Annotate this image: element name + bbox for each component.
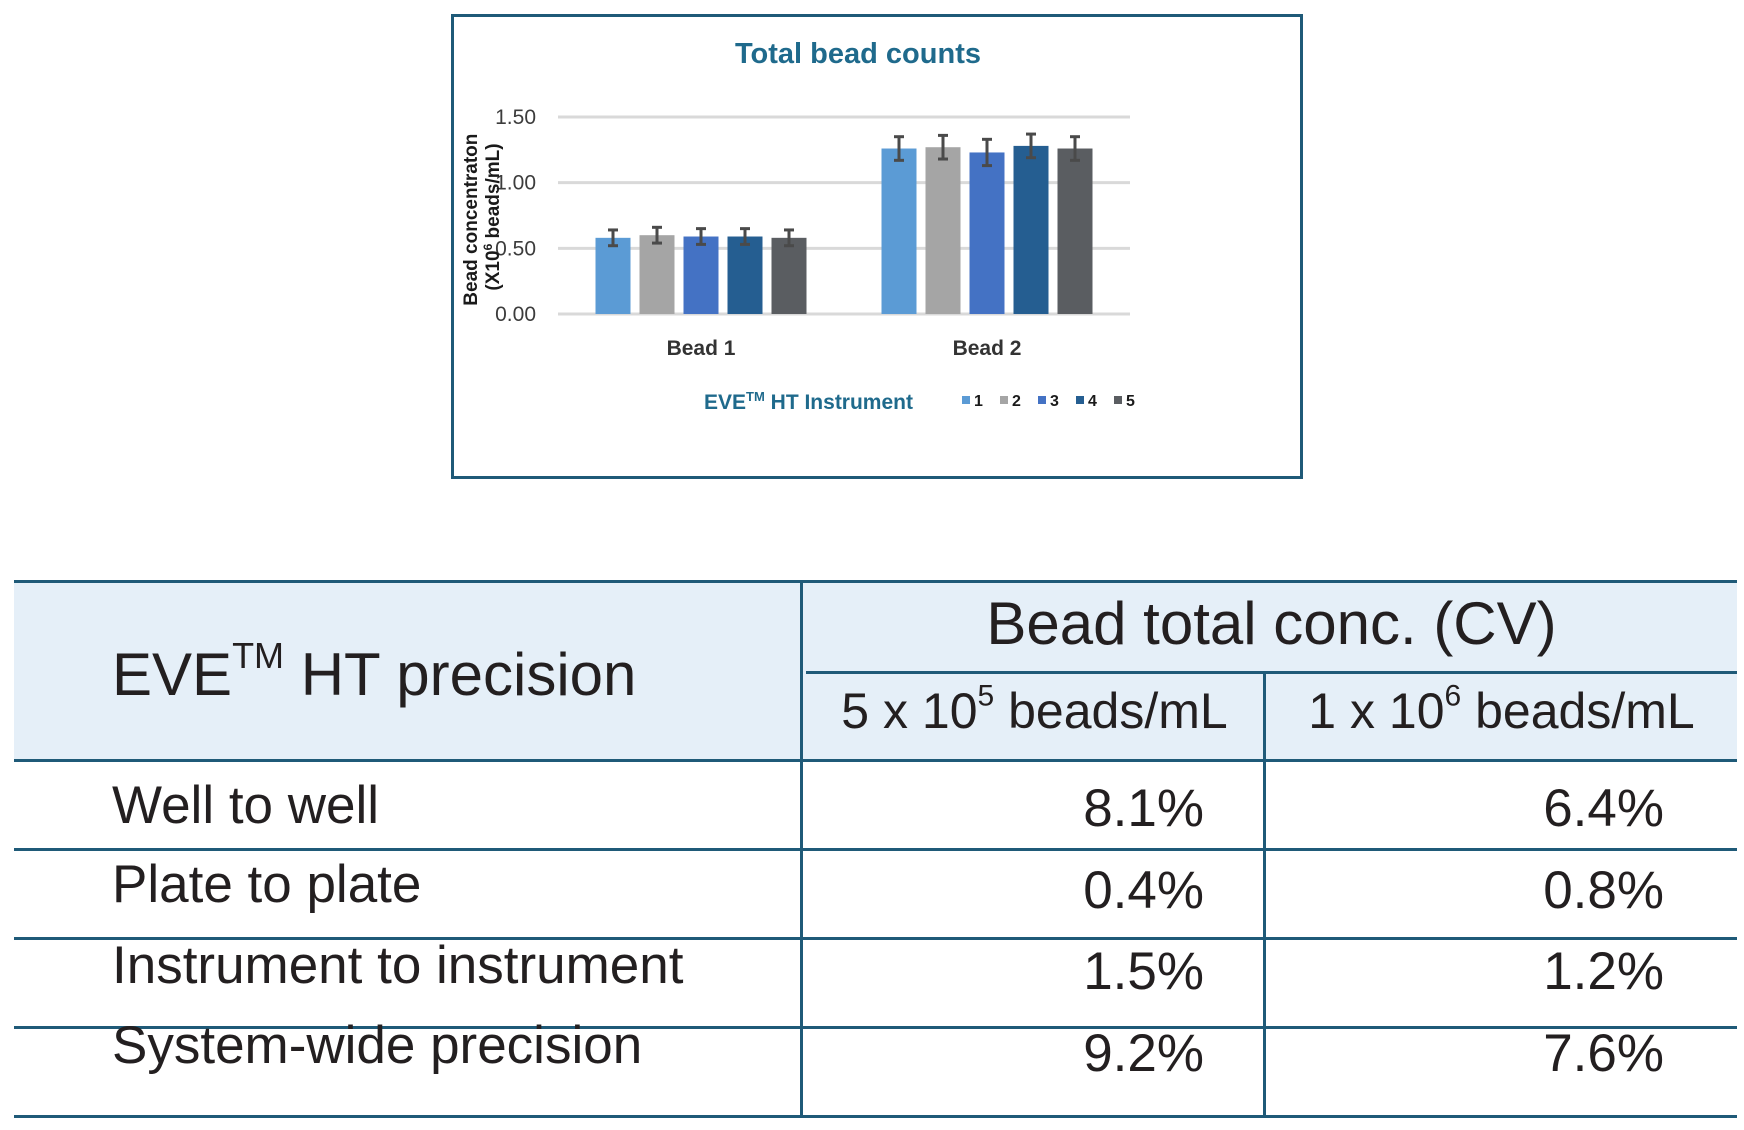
error-bar [982,137,992,168]
error-bar [784,228,794,248]
bar [683,236,719,314]
chart-frame: Total bead counts 0.00 0.50 1.00 1.50 Bead … [451,14,1303,479]
error-bar [894,135,904,162]
bar [925,147,961,314]
legend-swatch [1076,396,1084,404]
y-axis-label-line2: (X106 beads/mL) [481,143,504,290]
bar [1057,148,1093,314]
legend-entry-label: 3 [1050,393,1059,410]
group-header-rule [806,671,1737,674]
y-tick-label: 0.50 [495,237,536,260]
row-label-instrument-to-instrument: Instrument to instrument [112,936,684,995]
error-bar [1070,135,1080,162]
legend-swatch [962,396,970,404]
row-label-plate-to-plate: Plate to plate [112,855,422,914]
row-label-system-wide-precision: System-wide precision [112,1016,643,1075]
cell-plate-to-plate-5e5: 0.4% [1083,861,1204,920]
y-tick-label: 1.00 [495,172,536,195]
cell-system-wide-precision-5e5: 9.2% [1083,1024,1204,1083]
legend-swatch [1114,396,1122,404]
column-header-5e5: 5 x 105 beads/mL [841,679,1228,739]
cell-plate-to-plate-1e6: 0.8% [1543,861,1664,920]
row-rule [14,937,1737,940]
bar [595,237,631,314]
cell-instrument-to-instrument-1e6: 1.2% [1543,942,1664,1001]
legend-title: EVETM HT Instrument [704,389,913,414]
legend-swatch [1000,396,1008,404]
column-divider [800,580,803,1118]
bars [595,145,1093,314]
legend: 1 2 3 4 5 [962,393,1135,410]
bar [727,236,763,314]
table-header-background [14,580,1737,761]
cell-well-to-well-1e6: 6.4% [1543,779,1664,838]
column-header-1e6: 1 x 106 beads/mL [1308,679,1695,739]
legend-swatch [1038,396,1046,404]
x-category-labels: Bead 1 Bead 2 [667,337,1022,360]
y-tick-label: 0.00 [495,303,536,326]
y-axis-label-line1: Bead concentraton [461,134,482,306]
error-bar [1026,132,1036,160]
legend-entry-label: 1 [974,393,983,410]
legend-entry-label: 5 [1126,393,1135,410]
error-bar [938,133,948,161]
row-label-well-to-well: Well to well [112,776,380,835]
x-category-label: Bead 1 [667,337,736,360]
chart-title: Total bead counts [735,38,981,70]
row-rule [14,1026,1737,1029]
cell-well-to-well-5e5: 8.1% [1083,779,1204,838]
error-bar [696,227,706,246]
error-bar [608,228,618,248]
error-bars [608,132,1080,248]
bar [881,148,917,314]
cell-system-wide-precision-1e6: 7.6% [1543,1024,1664,1083]
bar [771,237,807,314]
table-bottom-rule [14,1115,1737,1118]
bar-chart: Total bead counts 0.00 0.50 1.00 1.50 Bead … [461,38,1135,414]
row-rule [14,848,1737,851]
y-tick-labels: 0.00 0.50 1.00 1.50 [495,106,536,326]
bar [639,235,675,314]
precision-table: EVETM HT precision Bead total conc. (CV)… [14,580,1737,1120]
column-divider [1263,672,1266,1118]
table-top-rule [14,580,1737,583]
error-bar [652,225,662,245]
group-header-title: Bead total conc. (CV) [986,590,1557,657]
bar [1013,145,1049,314]
row-header-title: EVETM HT precision [112,635,637,709]
x-category-label: Bead 2 [953,337,1022,360]
y-tick-label: 1.50 [495,106,536,129]
error-bar [740,227,750,246]
legend-entry-label: 4 [1088,393,1097,410]
cell-instrument-to-instrument-5e5: 1.5% [1083,942,1204,1001]
header-bottom-rule [14,759,1737,762]
y-axis-label: Bead concentraton (X106 beads/mL) [461,128,504,305]
legend-entry-label: 2 [1012,393,1021,410]
bar [969,152,1005,314]
